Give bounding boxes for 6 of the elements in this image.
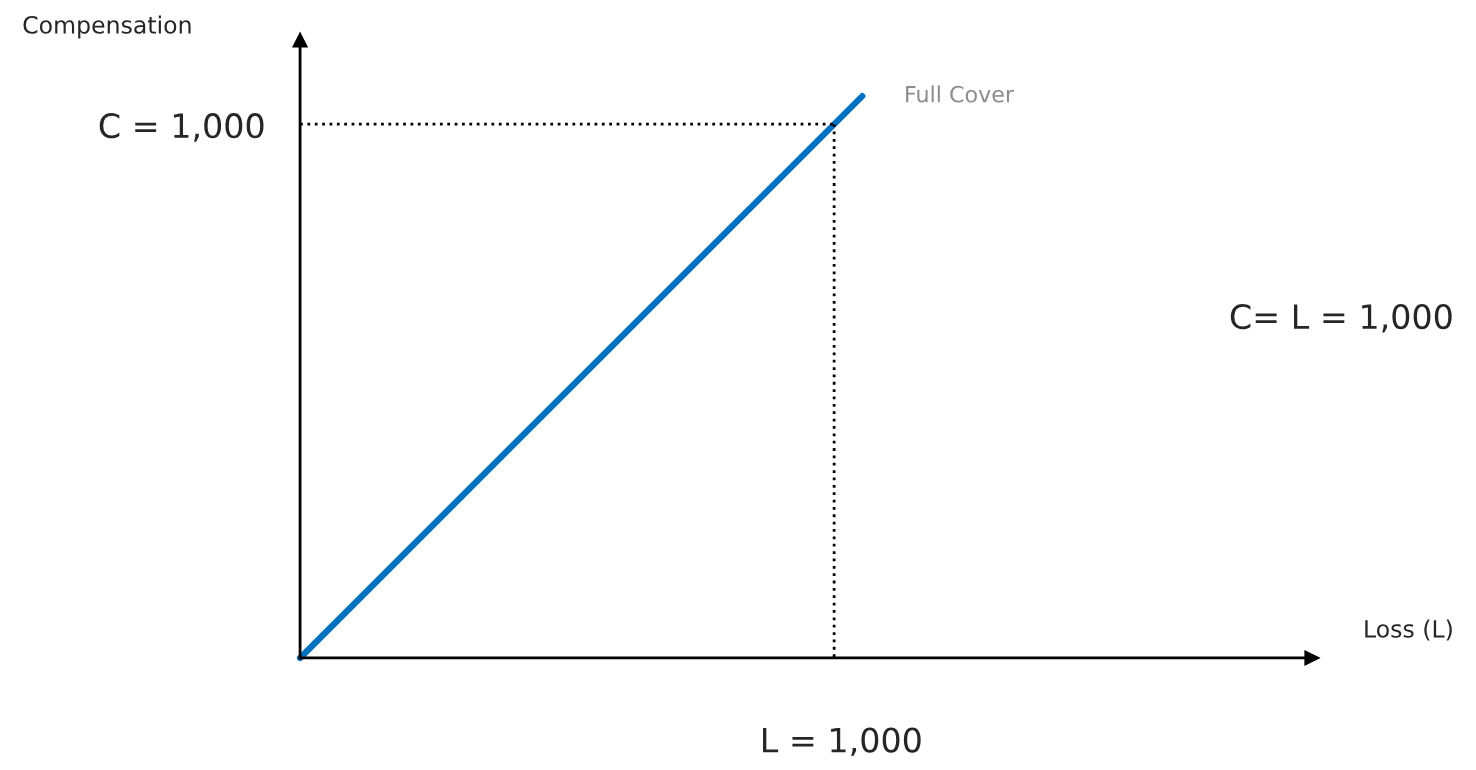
text: L = 1,000 [763, 727, 921, 757]
text: C = 1,000 [99, 113, 264, 142]
text: Compensation [23, 15, 191, 39]
x-axis-title: Loss (L) [1365, 619, 1452, 641]
series-label: Full Cover [906, 85, 1015, 103]
annotation: C= L = 1,000 [1230, 304, 1452, 333]
